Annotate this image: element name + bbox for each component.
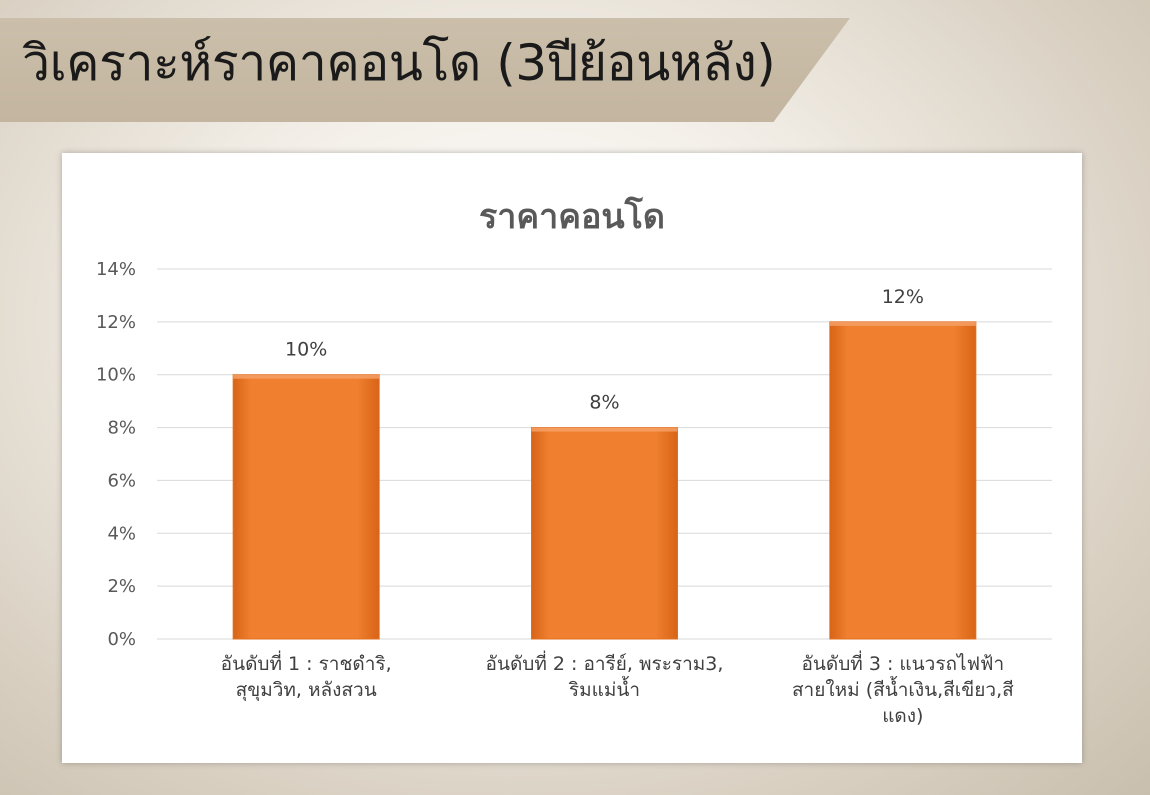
chart-title: ราคาคอนโด [479, 197, 665, 237]
bar [232, 374, 380, 640]
bar-highlight [531, 427, 678, 432]
y-tick-label: 14% [96, 259, 136, 280]
data-label: 10% [285, 339, 327, 361]
y-tick-label: 6% [107, 470, 136, 491]
y-tick-label: 8% [107, 418, 136, 439]
data-label: 12% [882, 286, 924, 308]
category-label: อันดับที่ 2 : อารีย์, พระราม3,ริมแม่น้ำ [486, 650, 724, 701]
category-label: อันดับที่ 3 : แนวรถไฟฟ้าสายใหม่ (สีน้ำเง… [792, 650, 1014, 727]
y-tick-label: 10% [96, 365, 136, 386]
y-tick-label: 0% [107, 629, 136, 650]
slide-heading: วิเคราะห์ราคาคอนโด (3ปีย้อนหลัง) [22, 34, 776, 92]
y-tick-label: 4% [107, 523, 136, 544]
title-banner [0, 18, 850, 122]
bar-highlight [829, 321, 976, 326]
bar [829, 321, 977, 640]
data-label: 8% [589, 392, 619, 414]
y-tick-label: 12% [96, 312, 136, 333]
y-tick-label: 2% [107, 576, 136, 597]
chart-panel: ราคาคอนโด 0% 2% 4% 6% 8% 10% 12% 14% 10% 8% 12% อ… [62, 153, 1082, 763]
bar [531, 427, 678, 640]
bar-chart: 0% 2% 4% 6% 8% 10% 12% 14% 10% 8% 12% อันดับที่ 1… [96, 259, 1052, 727]
bar-highlight [233, 374, 380, 379]
category-label: อันดับที่ 1 : ราชดำริ,สุขุมวิท, หลังสวน [221, 650, 392, 702]
